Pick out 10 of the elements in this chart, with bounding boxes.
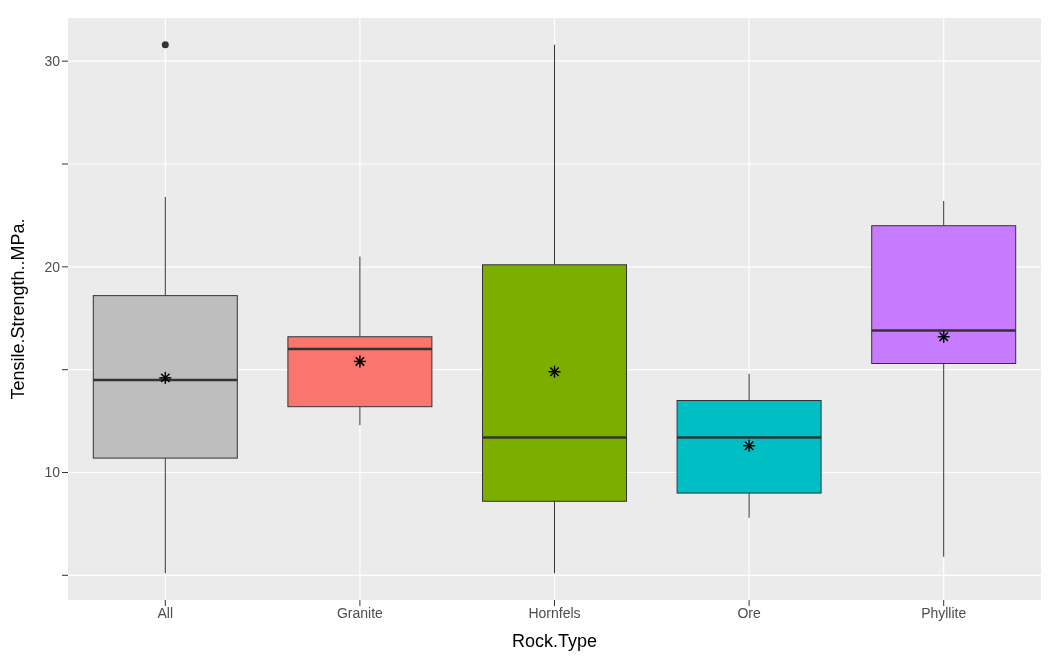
x-tick-label: Ore	[737, 604, 761, 621]
y-axis-title: Tensile.Strength..MPa.	[8, 218, 29, 400]
x-tick-label: Granite	[336, 604, 384, 621]
y-tick-label: 20	[44, 258, 61, 275]
y-tick-label: 10	[44, 464, 61, 481]
y-tick-label: 30	[44, 53, 61, 70]
x-tick-label: All	[157, 604, 174, 621]
x-tick-label: Hornfels	[528, 604, 581, 621]
x-axis-title: Rock.Type	[511, 631, 598, 651]
x-tick-label: Phyllite	[921, 604, 967, 621]
